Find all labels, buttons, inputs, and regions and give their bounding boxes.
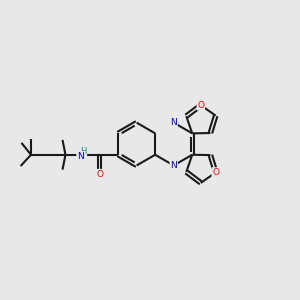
Text: H: H (80, 147, 86, 156)
Text: O: O (197, 101, 204, 110)
Text: O: O (212, 168, 219, 177)
Text: O: O (96, 169, 103, 178)
Text: N: N (77, 152, 84, 161)
Text: N: N (170, 161, 177, 170)
Text: N: N (170, 118, 177, 127)
